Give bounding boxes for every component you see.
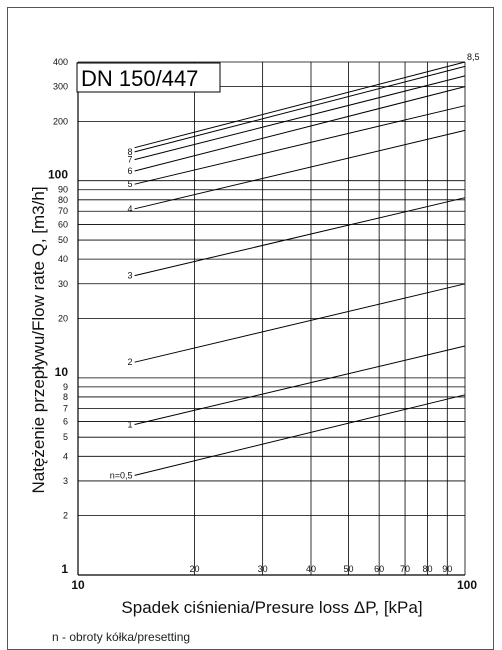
series-label: 5 — [128, 179, 133, 189]
y-tick-label: 2 — [63, 511, 68, 521]
y-tick-label: 4 — [63, 451, 68, 461]
y-tick-label: 6 — [63, 417, 68, 427]
series-label: 2 — [128, 357, 133, 367]
x-tick-label: 80 — [422, 564, 432, 574]
series-label: 3 — [128, 271, 133, 281]
y-tick-label: 400 — [53, 57, 68, 67]
y-tick-label: 300 — [53, 82, 68, 92]
series-line — [134, 86, 466, 172]
series-label: 8 — [128, 147, 133, 157]
figure-frame — [7, 7, 494, 650]
x-tick-label: 60 — [374, 564, 384, 574]
series-labels: n=0,5 1 2 3 4 5 678 8,5 — [110, 52, 480, 480]
x-tick-label: 20 — [189, 564, 199, 574]
series-line — [134, 394, 466, 476]
x-tick-label: 70 — [400, 564, 410, 574]
y-tick-label: 10 — [55, 365, 69, 379]
chart-title: DN 150/447 — [81, 66, 198, 91]
y-tick-label: 70 — [58, 206, 68, 216]
series-line — [134, 345, 466, 425]
y-tick-label: 40 — [58, 254, 68, 264]
y-tick-label: 3 — [63, 476, 68, 486]
grid — [77, 61, 466, 576]
x-tick-label: 100 — [457, 578, 477, 592]
y-tick-label: 30 — [58, 279, 68, 289]
x-tick-label: 40 — [306, 564, 316, 574]
series-line — [134, 105, 466, 185]
y-tick-label: 20 — [58, 314, 68, 324]
y-tick-label: 200 — [53, 116, 68, 126]
series-label: 8,5 — [467, 52, 480, 62]
x-axis-label: Spadek ciśnienia/Presure loss ΔP, [kPa] — [121, 598, 422, 617]
series-label: 4 — [128, 204, 133, 214]
footnote: n - obroty kółka/presetting — [52, 630, 190, 644]
title-box — [76, 62, 221, 93]
x-tick-label: 30 — [258, 564, 268, 574]
series-line — [134, 65, 466, 153]
y-tick-label: 60 — [58, 219, 68, 229]
y-tick-label: 1 — [61, 562, 68, 576]
y-tick-label: 100 — [48, 168, 68, 182]
series-label: 7 — [128, 155, 133, 165]
x-tick-label: 50 — [343, 564, 353, 574]
x-tick-label: 90 — [442, 564, 452, 574]
series-label: n=0,5 — [110, 470, 133, 480]
series-line — [134, 197, 466, 277]
y-tick-label: 90 — [58, 185, 68, 195]
y-tick-label: 8 — [63, 392, 68, 402]
series-line — [134, 75, 466, 161]
y-tick-label: 80 — [58, 195, 68, 205]
y-tick-label: 9 — [63, 382, 68, 392]
series-label: 6 — [128, 166, 133, 176]
series-lines — [134, 61, 466, 476]
y-tick-label: 50 — [58, 235, 68, 245]
series-label: 1 — [128, 419, 133, 429]
series-line — [134, 129, 466, 210]
y-axis-label: Natężenie przepływu/Flow rate Q, [m3/h] — [29, 186, 48, 493]
series-line — [134, 61, 466, 149]
series-line — [134, 283, 466, 363]
y-tick-label: 5 — [63, 432, 68, 442]
y-tick-label: 7 — [63, 403, 68, 413]
x-tick-label: 10 — [71, 578, 85, 592]
